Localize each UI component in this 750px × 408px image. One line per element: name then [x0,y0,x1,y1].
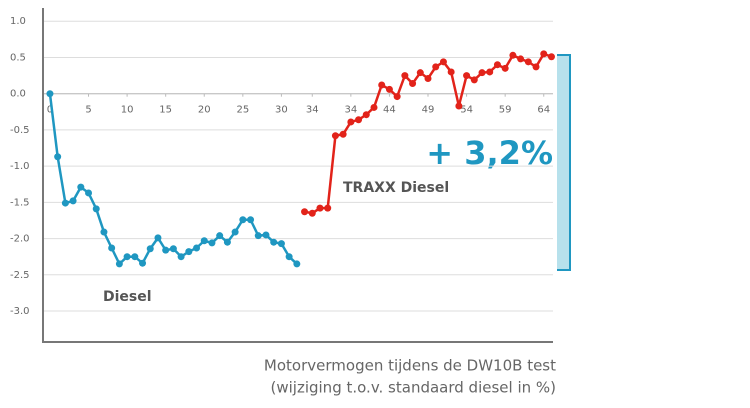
x-tick-label: 54 [460,105,473,116]
data-point [424,74,432,82]
y-tick-label: 1.0 [10,16,26,27]
data-point [478,69,486,77]
data-point [447,68,455,76]
data-point [455,102,463,110]
y-tick-label: -3.0 [10,306,30,317]
data-point [308,209,316,217]
data-point [301,208,309,216]
y-tick-label: 0.0 [10,89,26,100]
data-point [177,253,185,261]
data-point [532,63,540,71]
data-point [262,231,270,239]
data-point [115,260,123,268]
series-label: TRAXX Diesel [343,180,449,196]
data-point [239,216,247,224]
data-point [331,132,339,140]
data-point [61,199,69,207]
data-point [370,103,378,111]
x-tick-label: 34 [306,105,319,116]
data-point [439,58,447,66]
y-tick-label: 0.5 [10,52,26,63]
x-tick-label: 59 [499,105,512,116]
data-point [293,260,301,268]
x-tick-label: 30 [275,105,288,116]
data-point [409,80,417,88]
x-tick-label: 0 [47,105,53,116]
data-point [223,238,231,246]
x-tick-label: 20 [198,105,211,116]
data-point [378,81,386,89]
data-point [231,228,239,236]
data-point [146,245,154,253]
data-point [200,237,208,245]
data-point [162,246,170,254]
data-point [54,153,62,161]
series-label: Diesel [103,289,152,305]
data-point [277,240,285,248]
data-point [193,244,201,252]
data-point [362,111,370,119]
data-point [123,253,131,261]
data-point [355,116,363,124]
data-point [208,239,216,247]
data-point [285,253,293,261]
data-point [493,61,501,69]
data-point [154,234,162,242]
y-tick-label: -1.5 [10,197,30,208]
data-point [385,85,393,93]
data-point [316,204,324,212]
data-point [77,183,85,191]
y-tick-label: -1.0 [10,161,30,172]
range-bracket-edge [557,54,571,271]
y-tick-label: -0.5 [10,125,30,136]
caption: (wijziging t.o.v. standaard diesel in %) [271,379,557,397]
data-point [416,69,424,77]
caption: Motorvermogen tijdens de DW10B test [264,357,556,375]
data-point [100,228,108,236]
data-point [85,189,93,197]
x-tick-label: 49 [422,105,435,116]
data-point [501,64,509,72]
range-bracket [557,55,570,270]
data-point [324,204,332,212]
data-point [486,68,494,76]
data-point [270,238,278,246]
data-point [92,205,100,213]
data-point [393,93,401,101]
x-tick-label: 15 [159,105,172,116]
x-tick-label: 25 [236,105,249,116]
data-point [185,248,193,256]
y-tick-label: -2.0 [10,234,30,245]
data-point [517,55,525,63]
y-tick-label: -2.5 [10,270,30,281]
data-point [216,232,224,240]
data-point [169,245,177,253]
data-point [470,76,478,84]
x-tick-label: 5 [85,105,91,116]
data-point [432,63,440,71]
data-point [540,50,548,58]
x-tick-label: 64 [537,105,550,116]
data-point [339,130,347,138]
x-tick-label: 44 [383,105,396,116]
data-point [463,72,471,80]
data-point [108,244,116,252]
data-point [401,72,409,80]
data-point [69,197,77,205]
data-point [247,216,255,224]
x-tick-label: 34 [344,105,357,116]
data-point [131,253,139,261]
data-point [547,53,555,61]
data-point [254,232,262,240]
data-point [509,51,517,59]
x-tick-label: 10 [121,105,134,116]
data-point [46,90,54,98]
data-point [524,58,532,66]
data-point [347,118,355,126]
data-point [139,259,147,267]
